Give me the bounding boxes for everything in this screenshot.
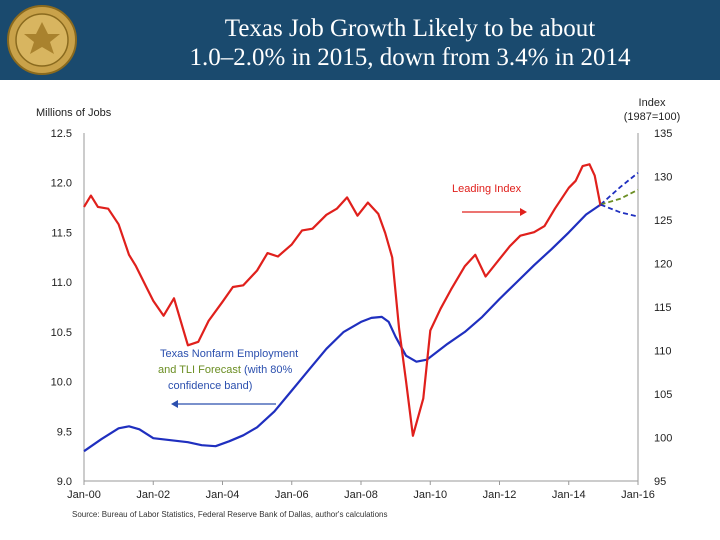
chart-axes: 9.0 9.5 10.0 10.5 11.0 11.5 12.0 12.5 95 100 105 11… — [51, 128, 673, 501]
right-tick-label: 100 — [654, 433, 672, 445]
x-tick-label: Jan-16 — [621, 489, 655, 501]
right-tick-label: 115 — [654, 302, 672, 314]
left-tick-label: 11.5 — [51, 227, 72, 239]
right-tick-label: 110 — [654, 346, 672, 358]
title-line-1: Texas Job Growth Likely to be about — [224, 15, 596, 42]
right-tick-label: 135 — [654, 128, 672, 140]
x-tick-label: Jan-10 — [413, 489, 447, 501]
right-tick-label: 125 — [654, 215, 672, 227]
employment-arrowhead — [171, 400, 178, 408]
federal-reserve-seal-icon — [7, 5, 77, 75]
confidence-annotation-text: (with 80% — [241, 364, 293, 376]
x-tick-label: Jan-00 — [67, 489, 101, 501]
x-tick-label: Jan-12 — [483, 489, 517, 501]
left-tick-label: 12.0 — [51, 178, 72, 190]
left-tick-label: 10.0 — [51, 377, 72, 389]
left-axis-title: Millions of Jobs — [36, 107, 112, 119]
leading-index-annotation: Leading Index — [452, 183, 522, 195]
employment-series-line — [83, 203, 602, 453]
right-tick-label: 120 — [654, 259, 672, 271]
left-tick-label: 9.5 — [57, 426, 72, 438]
x-tick-label: Jan-14 — [552, 489, 586, 501]
left-tick-label: 10.5 — [51, 327, 72, 339]
right-axis-title-line2: (1987=100) — [624, 111, 681, 123]
employment-annotation-line1: Texas Nonfarm Employment — [160, 348, 298, 360]
forecast-series-line — [600, 188, 639, 206]
right-tick-label: 95 — [654, 476, 666, 488]
x-tick-label: Jan-08 — [344, 489, 378, 501]
x-tick-label: Jan-06 — [275, 489, 309, 501]
lower-band-series-line — [600, 203, 639, 218]
right-tick-label: 105 — [654, 389, 672, 401]
left-tick-label: 12.5 — [51, 128, 72, 140]
right-tick-label: 130 — [654, 172, 672, 184]
x-tick-label: Jan-04 — [206, 489, 240, 501]
x-tick-label: Jan-02 — [136, 489, 170, 501]
left-tick-label: 11.0 — [51, 277, 72, 289]
title-banner — [0, 0, 720, 80]
right-axis-title-line1: Index — [639, 97, 666, 109]
left-tick-label: 9.0 — [57, 476, 72, 488]
upper-band-series-line — [600, 172, 639, 206]
source-note: Source: Bureau of Labor Statistics, Fede… — [72, 510, 387, 519]
forecast-annotation-text: and TLI Forecast — [158, 364, 241, 376]
leading-index-series-line — [83, 163, 602, 437]
slide-title: Texas Job Growth Likely to be about 1.0–… — [110, 14, 710, 72]
chart-lines — [83, 163, 639, 453]
title-line-2: 1.0–2.0% in 2015, down from 3.4% in 2014 — [189, 44, 631, 71]
employment-annotation-line3: confidence band) — [168, 380, 252, 392]
leading-index-arrowhead — [520, 208, 527, 216]
employment-annotation-line2: and TLI Forecast (with 80% — [158, 364, 293, 376]
